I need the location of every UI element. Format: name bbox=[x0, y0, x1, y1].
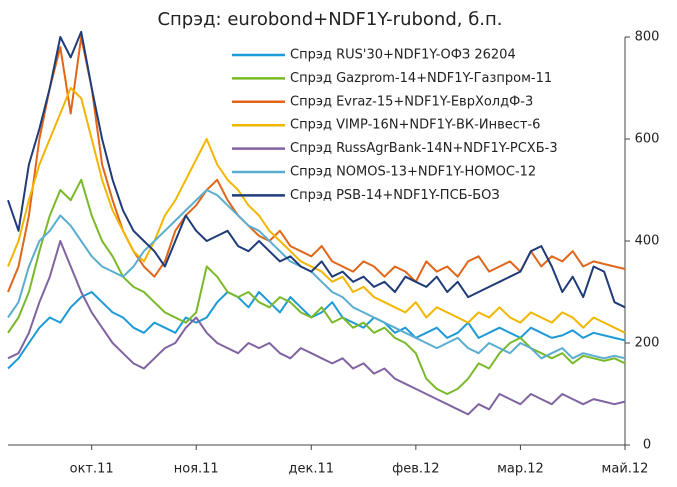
series-line bbox=[7, 240, 626, 416]
legend-label: Спрэд Gazprom-14+NDF1Y-Газпром-11 bbox=[290, 71, 552, 86]
y-tick-label: 400 bbox=[635, 234, 660, 249]
x-tick-label: фев.12 bbox=[392, 462, 439, 477]
x-tick-label: май.12 bbox=[602, 462, 649, 477]
legend-label: Спрэд PSB-14+NDF1Y-ПСБ-БОЗ bbox=[290, 188, 500, 203]
x-tick-label: окт.11 bbox=[70, 462, 114, 477]
x-tick-label: ноя.11 bbox=[174, 462, 219, 477]
legend-label: Спрэд RUS'30+NDF1Y-ОФЗ 26204 bbox=[290, 48, 516, 63]
x-tick-label: мар.12 bbox=[497, 462, 544, 477]
y-tick-label: 600 bbox=[635, 132, 660, 147]
legend-label: Спрэд RussAgrBank-14N+NDF1Y-РСХБ-3 bbox=[290, 141, 558, 156]
legend-label: Спрэд NOMOS-13+NDF1Y-НОМОС-12 bbox=[290, 165, 536, 180]
y-tick-label: 200 bbox=[635, 336, 660, 351]
series-line bbox=[7, 87, 626, 334]
chart-title: Спрэд: eurobond+NDF1Y-rubond, б.п. bbox=[157, 9, 502, 30]
x-tick-label: дек.11 bbox=[289, 462, 335, 477]
y-tick-label: 0 bbox=[643, 438, 651, 453]
series-line bbox=[7, 189, 626, 360]
series-line bbox=[7, 178, 626, 395]
series-line bbox=[7, 291, 626, 370]
y-tick-label: 800 bbox=[635, 30, 660, 45]
series-line bbox=[7, 30, 626, 309]
legend-label: Спрэд Evraz-15+NDF1Y-ЕврХолдФ-3 bbox=[290, 94, 533, 109]
legend-label: Спрэд VIMP-16N+NDF1Y-ВК-Инвест-6 bbox=[290, 118, 540, 133]
